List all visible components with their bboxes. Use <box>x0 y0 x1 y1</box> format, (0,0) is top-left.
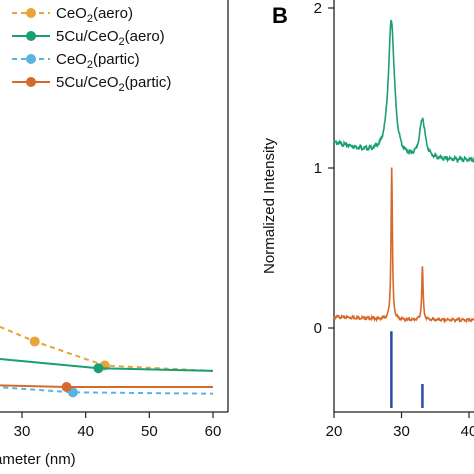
panel-a-series-line <box>0 325 214 372</box>
panel-b-x-tick-label: 40 <box>461 423 474 440</box>
panel-a-x-tick-label: 40 <box>77 423 94 440</box>
panel-b-x-ticks: 20 30 40 <box>326 412 474 440</box>
panel-b-label: B <box>272 3 288 28</box>
legend-label: CeO2(partic) <box>56 51 140 71</box>
panel-a: 30 40 50 60 CeO2(aero) 5Cu/CeO2(aero) CeO2(pa… <box>0 0 229 468</box>
panel-b-y-tick-label: 1 <box>314 160 322 177</box>
legend-marker <box>26 31 36 41</box>
panel-b: B 0 1 2 20 30 40 Normalized Intensity <box>261 0 474 440</box>
panel-a-data-point <box>61 382 72 392</box>
panel-a-axes <box>0 0 229 413</box>
panel-a-series-line <box>0 358 214 372</box>
panel-a-series-3 <box>0 382 213 392</box>
legend-entry: 5Cu/CeO2(aero) <box>12 28 165 48</box>
legend-marker <box>26 54 36 64</box>
legend-label: 5Cu/CeO2(partic) <box>56 74 171 94</box>
panel-a-series <box>0 325 214 398</box>
panel-b-y-tick-label: 0 <box>314 320 322 337</box>
panel-b-y-axis-label: Normalized Intensity <box>261 138 278 274</box>
panel-a-data-point <box>93 363 104 374</box>
panel-a-x-tick-label: 50 <box>141 423 158 440</box>
panel-a-x-tick-label: 60 <box>205 423 222 440</box>
legend-marker <box>26 77 36 87</box>
legend-entry: 5Cu/CeO2(partic) <box>12 74 171 94</box>
panel-a-x-ticks: 30 40 50 60 <box>14 412 222 440</box>
panel-b-x-tick-label: 20 <box>326 423 343 440</box>
panel-a-data-point <box>29 336 40 347</box>
reference-peaks <box>390 331 424 408</box>
panel-a-series-line <box>0 386 214 395</box>
legend-entry: CeO2(partic) <box>12 51 140 71</box>
legend-label: CeO2(aero) <box>56 5 133 25</box>
panel-a-legend: CeO2(aero) 5Cu/CeO2(aero) CeO2(partic) 5Cu/… <box>12 5 171 94</box>
legend-label: 5Cu/CeO2(aero) <box>56 28 165 48</box>
panel-a-series-line <box>0 384 213 388</box>
panel-a-x-axis-label: ameter (nm) <box>0 451 76 468</box>
panel-b-x-tick-label: 30 <box>393 423 410 440</box>
legend-marker <box>26 8 36 18</box>
panel-a-series-1 <box>0 358 214 374</box>
panel-b-axes <box>333 0 474 413</box>
partic-pattern-line <box>333 167 474 324</box>
aero-pattern-line <box>333 19 474 164</box>
panel-b-y-tick-label: 2 <box>314 0 322 17</box>
legend-entry: CeO2(aero) <box>12 5 133 25</box>
panel-a-x-tick-label: 30 <box>14 423 31 440</box>
panel-b-y-ticks: 0 1 2 <box>314 0 334 337</box>
